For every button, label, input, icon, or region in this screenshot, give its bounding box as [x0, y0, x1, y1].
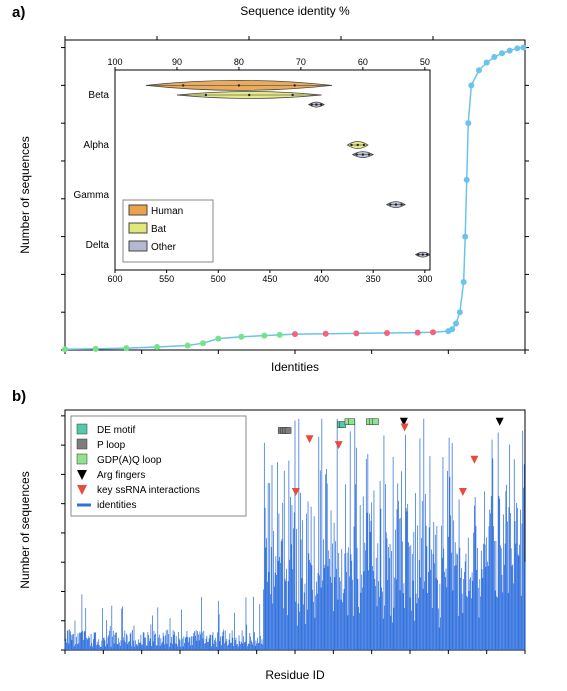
panel-b-xlabel: Residue ID	[60, 668, 530, 682]
panel-b-svg: 1511011512012513013514014515015516010100…	[60, 405, 530, 655]
svg-text:450: 450	[262, 274, 277, 284]
svg-text:70: 70	[296, 57, 306, 67]
svg-text:DE motif: DE motif	[97, 425, 136, 436]
figure-root: { "panel_a": { "label": "a)", "x_bottom_…	[0, 0, 567, 691]
panel-a-ylabel: Number of sequences	[18, 35, 32, 355]
svg-text:identities: identities	[97, 500, 136, 511]
panel-a-label: a)	[12, 4, 25, 21]
panel-a-svg: 6005004003002001000100806040200010010020…	[60, 35, 530, 355]
svg-text:60: 60	[243, 35, 255, 37]
svg-text:20: 20	[427, 35, 439, 37]
svg-text:60: 60	[358, 57, 368, 67]
svg-text:50: 50	[420, 57, 430, 67]
svg-text:40: 40	[335, 35, 347, 37]
svg-text:Bat: Bat	[151, 224, 166, 235]
svg-text:Alpha: Alpha	[83, 140, 109, 151]
svg-text:100: 100	[107, 57, 122, 67]
svg-text:P loop: P loop	[97, 440, 126, 451]
svg-text:Arg fingers: Arg fingers	[97, 470, 145, 481]
svg-text:GDP(A)Q loop: GDP(A)Q loop	[97, 455, 162, 466]
svg-text:500: 500	[211, 274, 226, 284]
svg-text:Gamma: Gamma	[73, 190, 109, 201]
panel-a: 6005004003002001000100806040200010010020…	[60, 35, 530, 355]
svg-text:Delta: Delta	[86, 240, 110, 251]
svg-text:key ssRNA interactions: key ssRNA interactions	[97, 485, 200, 496]
svg-text:Other: Other	[151, 242, 177, 253]
panel-a-xlabel: Identities	[60, 360, 530, 374]
panel-a-xtoplabel: Sequence identity %	[60, 4, 530, 18]
svg-text:Human: Human	[151, 206, 183, 217]
panel-b-label: b)	[12, 388, 26, 405]
svg-text:100: 100	[60, 35, 74, 37]
svg-text:80: 80	[234, 57, 244, 67]
panel-b: 1511011512012513013514014515015516010100…	[60, 405, 530, 655]
panel-b-ylabel: Number of sequences	[18, 405, 32, 655]
svg-text:300: 300	[417, 274, 432, 284]
svg-text:400: 400	[314, 274, 329, 284]
svg-text:350: 350	[366, 274, 381, 284]
svg-text:80: 80	[151, 35, 163, 37]
svg-text:550: 550	[159, 274, 174, 284]
svg-text:90: 90	[172, 57, 182, 67]
svg-text:600: 600	[107, 274, 122, 284]
svg-text:Beta: Beta	[88, 90, 109, 101]
